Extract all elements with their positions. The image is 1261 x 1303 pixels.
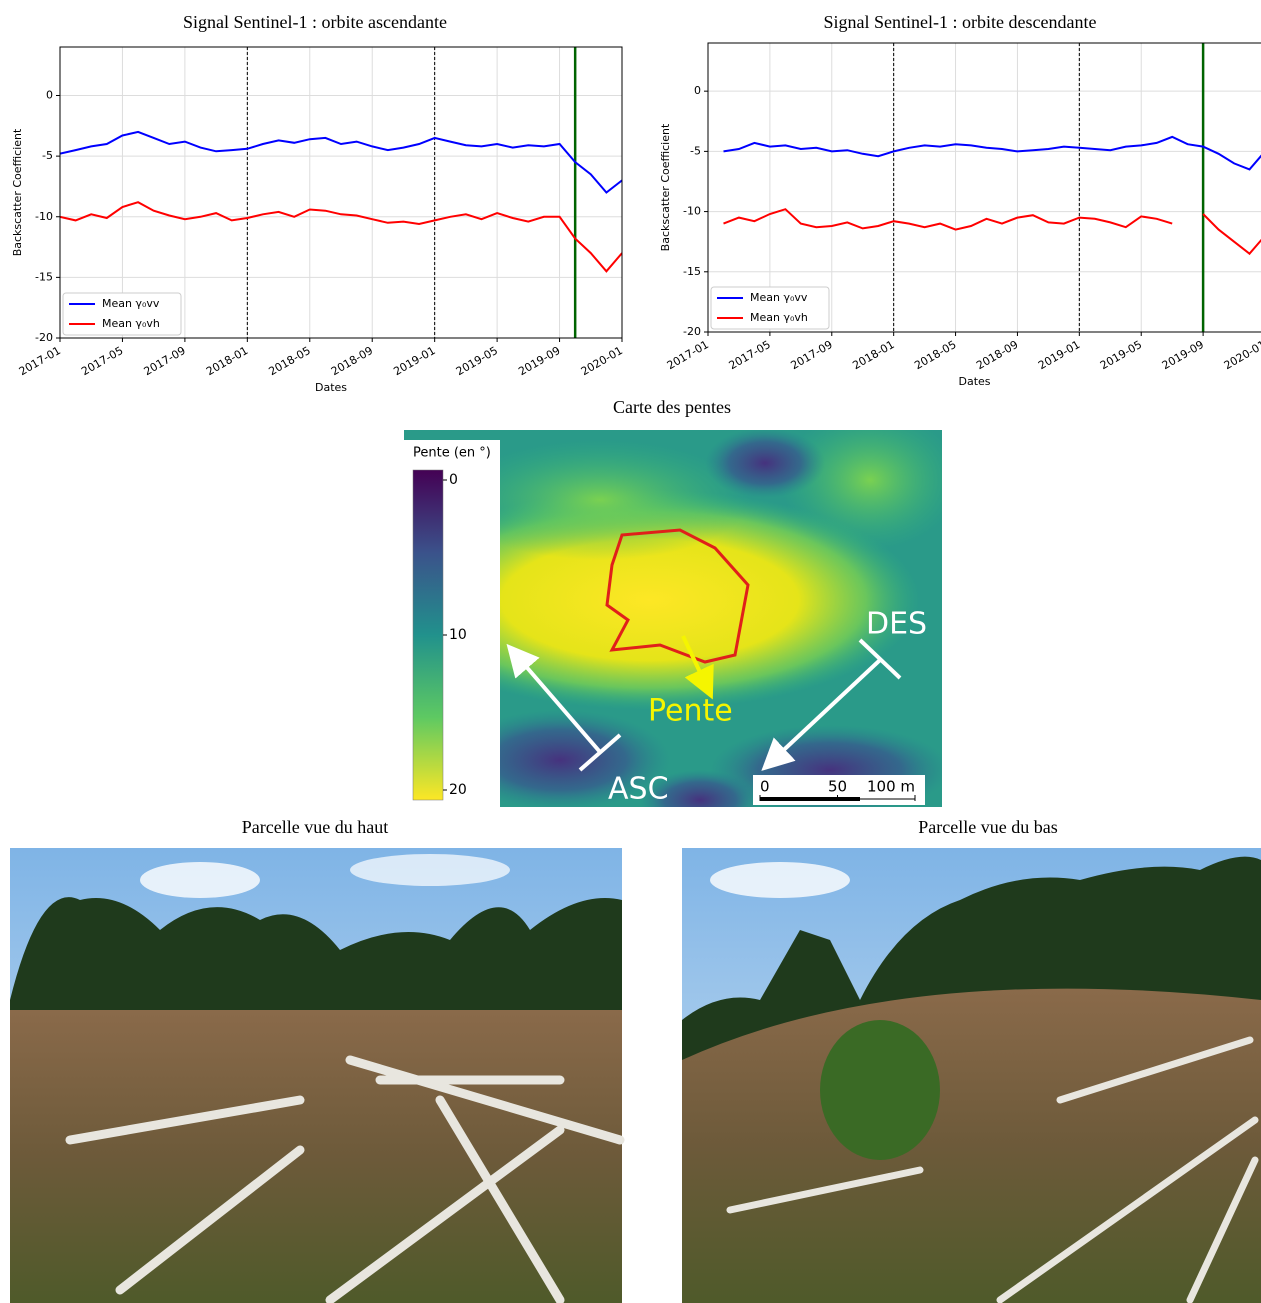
series-line <box>60 201 622 273</box>
x-tick-label: 2019-09 <box>516 344 562 378</box>
x-tick-label: 2018-09 <box>329 344 375 378</box>
legend-label: Mean γ₀vv <box>102 297 160 310</box>
x-tick-label: 2017-05 <box>79 344 125 378</box>
scale-tick-label: 100 m <box>867 778 915 796</box>
x-tick-label: 2018-01 <box>204 344 250 378</box>
x-tick-label: 2019-05 <box>1098 338 1144 372</box>
x-tick-label: 2018-05 <box>266 344 312 378</box>
x-tick-label: 2020-01 <box>579 344 625 378</box>
y-tick-label: -10 <box>683 205 701 218</box>
y-tick-label: -5 <box>690 144 701 157</box>
plot-frame <box>707 42 1261 333</box>
asc-label: ASC <box>608 772 669 807</box>
scale-tick-label: 50 <box>828 778 847 796</box>
x-axis-label: Dates <box>958 375 990 388</box>
y-tick-label: -5 <box>42 149 53 162</box>
y-tick-label: -20 <box>683 325 701 338</box>
x-tick-label: 2017-09 <box>142 344 188 378</box>
y-tick-label: -10 <box>35 210 53 223</box>
y-tick-label: -20 <box>35 331 53 344</box>
x-tick-label: 2019-09 <box>1160 338 1206 372</box>
colorbar-label: Pente (en °) <box>413 446 491 461</box>
legend-label: Mean γ₀vh <box>750 311 808 324</box>
scale-tick-label: 0 <box>760 778 770 796</box>
plot <box>723 43 1261 332</box>
plot-frame <box>59 46 623 339</box>
map-title: Carte des pentes <box>613 397 731 417</box>
legend-label: Mean γ₀vh <box>102 317 160 330</box>
x-tick-label: 2019-01 <box>1036 338 1082 372</box>
x-tick-label: 2019-01 <box>391 344 437 378</box>
y-tick-label: 0 <box>46 89 53 102</box>
x-tick-label: 2017-01 <box>665 338 711 372</box>
des-label: DES <box>866 607 927 642</box>
x-axis-label: Dates <box>315 381 347 394</box>
legend-label: Mean γ₀vv <box>750 291 808 304</box>
line-chart: Signal Sentinel-1 : orbite ascendante 0 -5… <box>11 12 625 394</box>
photo-bottom-view <box>682 848 1261 1303</box>
photo-title: Parcelle vue du haut <box>242 817 388 837</box>
y-axis-label: Backscatter Coefficient <box>11 128 24 256</box>
series-line <box>60 130 622 194</box>
chart-title: Signal Sentinel-1 : orbite ascendante <box>183 12 447 32</box>
colorbar-tick-label: 10 <box>449 627 467 643</box>
x-tick-label: 2017-01 <box>17 344 63 378</box>
colorbar-tick-label: 0 <box>449 472 458 488</box>
colorbar-tick-label: 20 <box>449 782 467 798</box>
line-chart: Signal Sentinel-1 : orbite descendante 0 -… <box>659 12 1261 388</box>
y-tick-label: -15 <box>35 270 53 283</box>
x-tick-label: 2020-01 <box>1222 338 1261 372</box>
slope-map <box>404 430 942 807</box>
slope-label: Pente <box>648 694 733 729</box>
x-tick-label: 2017-09 <box>788 338 834 372</box>
series-line <box>723 135 1261 171</box>
plot <box>60 47 622 338</box>
chart-title: Signal Sentinel-1 : orbite descendante <box>824 12 1097 32</box>
series-line <box>723 208 1261 256</box>
photo-title: Parcelle vue du bas <box>918 817 1057 837</box>
x-tick-label: 2018-09 <box>974 338 1020 372</box>
y-tick-label: -15 <box>683 265 701 278</box>
y-axis-label: Backscatter Coefficient <box>659 123 672 251</box>
x-tick-label: 2018-01 <box>850 338 896 372</box>
x-tick-label: 2017-05 <box>727 338 773 372</box>
x-tick-label: 2018-05 <box>912 338 958 372</box>
x-tick-label: 2019-05 <box>454 344 500 378</box>
photo-top-view <box>10 848 625 1303</box>
y-tick-label: 0 <box>694 84 701 97</box>
